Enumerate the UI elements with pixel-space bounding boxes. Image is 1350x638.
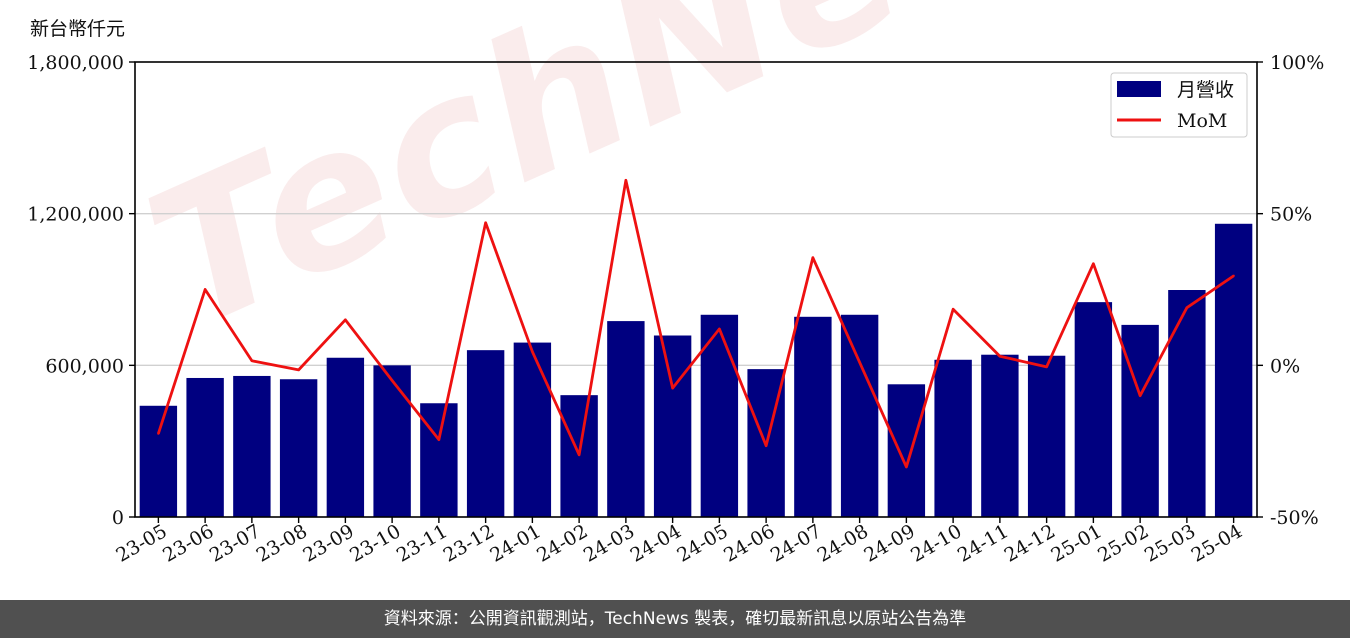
- x-tick-label: 24-11: [954, 520, 1012, 566]
- revenue-bar-24-03: [607, 321, 645, 517]
- revenue-bar-23-11: [420, 403, 458, 517]
- x-tick-label: 23-06: [159, 520, 217, 566]
- revenue-bar-24-01: [513, 342, 552, 517]
- legend-bar-swatch: [1117, 81, 1161, 97]
- revenue-bar-24-12: [1027, 355, 1066, 517]
- right-tick-label: 50%: [1270, 204, 1312, 226]
- mom-point-23-08: [297, 368, 300, 372]
- mom-point-25-04: [1232, 274, 1235, 278]
- mom-point-23-12: [484, 221, 487, 224]
- mom-point-24-06: [764, 444, 768, 447]
- right-axis-ticks: -50% 0% 50% 100%: [1257, 52, 1324, 529]
- x-tick-label: 25-03: [1141, 520, 1199, 566]
- revenue-bar-25-01: [1074, 302, 1113, 517]
- x-tick-label: 24-05: [673, 520, 731, 566]
- mom-point-24-01: [531, 350, 534, 353]
- mom-point-24-07: [811, 256, 815, 259]
- revenue-bar-24-05: [700, 314, 739, 517]
- right-tick-label: 0%: [1270, 355, 1300, 377]
- x-axis-ticks: 23-0523-0623-0723-0823-0923-1023-1123-12…: [112, 517, 1246, 567]
- revenue-bar-25-02: [1121, 324, 1159, 517]
- x-tick-label: 24-01: [486, 520, 544, 566]
- mom-point-25-01: [1092, 262, 1095, 265]
- left-tick-label: 600,000: [45, 355, 124, 377]
- mom-line: [157, 178, 1235, 469]
- x-tick-label: 23-07: [206, 520, 264, 566]
- mom-point-23-05: [157, 432, 160, 435]
- x-tick-label: 23-12: [440, 520, 498, 566]
- revenue-bar-24-08: [840, 314, 879, 517]
- gridlines: [135, 212, 1257, 367]
- x-tick-label: 23-08: [253, 520, 311, 566]
- revenue-bar-24-10: [934, 359, 972, 517]
- source-footer: 資料來源：公開資訊觀測站，TechNews 製表，確切最新訊息以原站公告為準: [0, 600, 1350, 638]
- plot-frame: [134, 61, 1258, 518]
- x-tick-label: 24-04: [627, 520, 685, 566]
- mom-point-23-06: [203, 288, 207, 291]
- x-tick-label: 23-11: [393, 520, 451, 566]
- x-tick-label: 24-10: [907, 520, 965, 566]
- mom-point-24-04: [671, 386, 674, 390]
- revenue-bar-23-05: [139, 405, 178, 517]
- mom-point-24-05: [718, 327, 721, 331]
- revenue-bar-23-08: [279, 379, 318, 517]
- revenue-bar-24-07: [794, 316, 832, 517]
- revenue-bar-23-12: [466, 350, 505, 517]
- legend: 月營收 MoM: [1110, 72, 1248, 138]
- left-axis-ticks: 0 600,000 1,200,000 1,800,000: [27, 52, 135, 529]
- legend-bar-label: 月營收: [1177, 79, 1234, 101]
- mom-point-24-09: [905, 465, 908, 469]
- x-tick-label: 23-09: [299, 520, 357, 566]
- revenue-bar-24-04: [653, 335, 692, 517]
- left-tick-label: 1,200,000: [27, 204, 124, 226]
- y-axis-unit-label: 新台幣仟元: [30, 18, 126, 40]
- mom-point-24-03: [624, 179, 628, 182]
- left-tick-label: 1,800,000: [27, 52, 124, 74]
- revenue-bar-24-11: [981, 354, 1019, 517]
- x-tick-label: 24-07: [767, 520, 825, 566]
- revenue-bar-25-04: [1214, 223, 1253, 517]
- revenue-bars: [139, 223, 1253, 517]
- x-tick-label: 25-02: [1094, 520, 1152, 566]
- revenue-bar-25-03: [1168, 290, 1206, 517]
- mom-point-23-07: [250, 359, 254, 362]
- left-tick-label: 0: [112, 507, 124, 529]
- mom-point-23-10: [390, 379, 394, 382]
- revenue-bar-23-10: [373, 365, 411, 517]
- revenue-bar-23-07: [233, 375, 271, 517]
- right-tick-label: -50%: [1270, 507, 1319, 529]
- x-tick-label: 24-08: [814, 520, 872, 566]
- mom-point-23-11: [437, 438, 441, 441]
- revenue-bar-23-09: [326, 357, 365, 517]
- x-tick-label: 23-10: [346, 520, 404, 566]
- right-tick-label: 100%: [1270, 52, 1324, 74]
- mom-point-25-03: [1185, 306, 1189, 309]
- x-tick-label: 24-06: [720, 520, 778, 566]
- mom-line-layer: [157, 178, 1235, 469]
- x-tick-label: 25-01: [1047, 520, 1105, 566]
- mom-point-25-02: [1138, 394, 1142, 397]
- mom-point-24-02: [577, 453, 581, 457]
- mom-point-24-11: [998, 355, 1002, 358]
- x-tick-label: 24-09: [860, 520, 918, 566]
- revenue-chart: 0 600,000 1,200,000 1,800,000 -50% 0% 50% 100%…: [27, 52, 1324, 567]
- mom-point-24-12: [1045, 365, 1048, 369]
- revenue-bar-23-06: [186, 377, 224, 517]
- x-tick-label: 24-03: [580, 520, 638, 566]
- revenue-bar-24-09: [887, 384, 926, 517]
- mom-point-24-08: [858, 361, 861, 364]
- x-tick-label: 24-02: [533, 520, 591, 566]
- mom-point-24-10: [951, 308, 955, 311]
- mom-point-23-09: [344, 318, 347, 322]
- x-tick-label: 24-12: [1001, 520, 1059, 566]
- legend-line-label: MoM: [1177, 110, 1227, 132]
- x-tick-label: 25-04: [1188, 520, 1246, 566]
